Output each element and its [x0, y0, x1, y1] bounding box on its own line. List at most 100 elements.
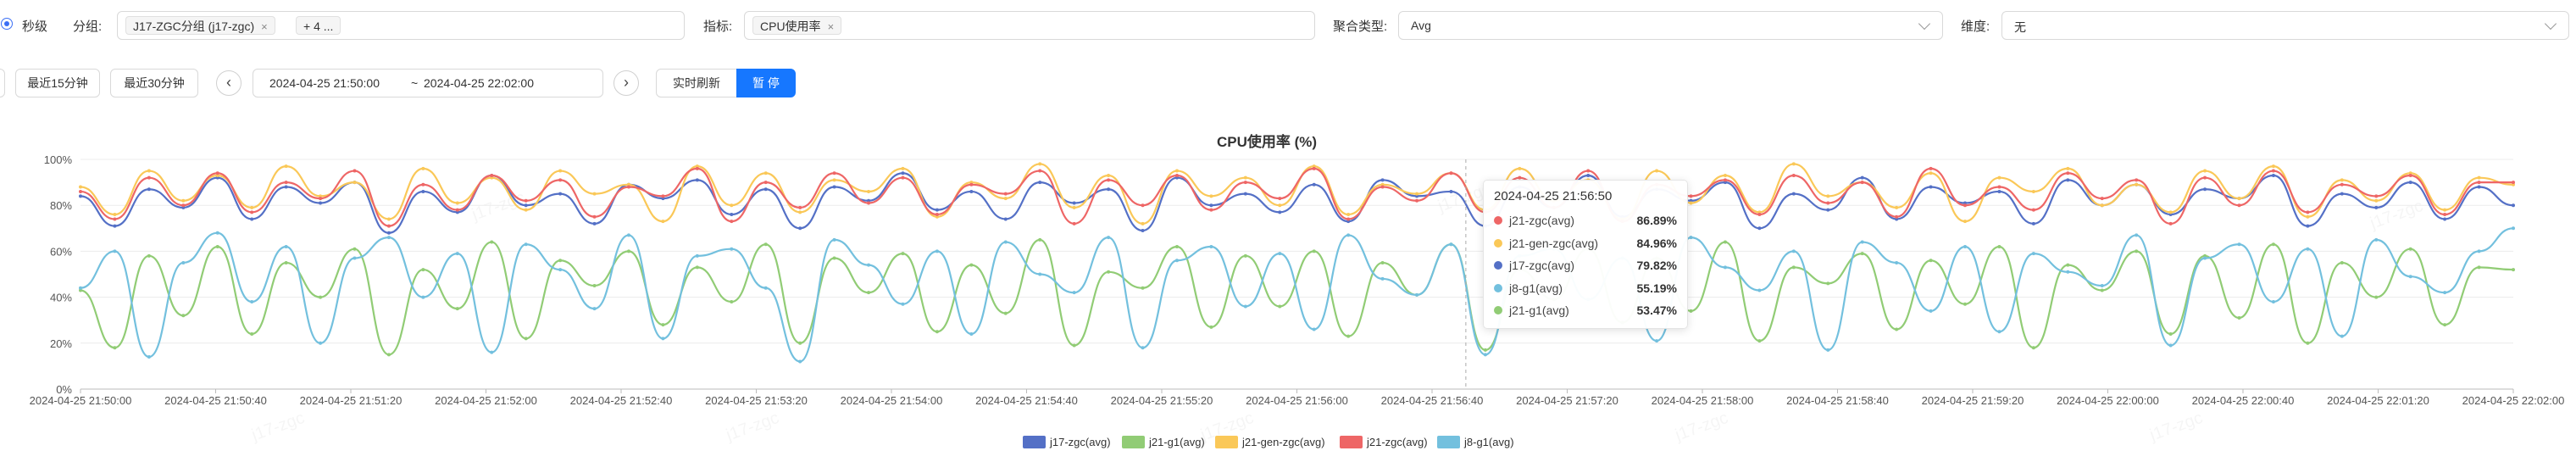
data-point [1791, 192, 1796, 196]
legend-item[interactable]: j21-gen-zgc(avg) [1215, 436, 1325, 449]
data-point [455, 307, 459, 311]
tooltip-row: j17-zgc(avg) 79.82% [1494, 254, 1677, 277]
data-point [113, 346, 117, 350]
data-point [1174, 259, 1179, 263]
agg-select[interactable]: Avg [1398, 11, 1943, 40]
data-point [455, 252, 459, 256]
next-button[interactable]: › [613, 70, 639, 96]
data-point [147, 187, 151, 192]
legend-swatch-icon [1437, 436, 1460, 448]
data-point [353, 247, 357, 251]
data-point [386, 353, 391, 357]
metric-select[interactable]: CPU使用率 × [744, 11, 1315, 40]
x-tick-label: 2024-04-25 22:01:20 [2327, 394, 2429, 407]
x-tick-label: 2024-04-25 21:52:00 [435, 394, 537, 407]
data-point [1174, 169, 1179, 173]
x-tick-label: 2024-04-25 21:56:00 [1246, 394, 1348, 407]
legend-swatch-icon [1023, 436, 1046, 448]
data-point [2271, 164, 2275, 169]
data-point [2271, 300, 2275, 304]
data-point [2408, 173, 2412, 177]
legend-item[interactable]: j8-g1(avg) [1437, 436, 1514, 449]
data-point [832, 237, 836, 242]
legend-item[interactable]: j21-zgc(avg) [1340, 436, 1428, 449]
legend-swatch-icon [1215, 436, 1238, 448]
data-point [661, 194, 665, 198]
y-tick-label: 80% [50, 199, 72, 212]
data-point [1655, 339, 1659, 343]
y-axis: 0% 20% 40% 60% 80% 100% [44, 153, 73, 396]
x-tick-label: 2024-04-25 21:58:40 [1786, 394, 1889, 407]
group-select[interactable]: J17-ZGC分组 (j17-zgc) × + 4 ... [117, 11, 685, 40]
tooltip-series-value: 86.89% [1636, 214, 1677, 227]
data-point [2306, 341, 2310, 345]
data-point [1209, 203, 1213, 208]
granularity-radio[interactable] [1, 18, 13, 30]
legend-label: j8-g1(avg) [1464, 436, 1514, 448]
data-point [1346, 213, 1351, 217]
data-point [284, 185, 288, 189]
data-point [592, 214, 597, 219]
data-point [1826, 281, 1830, 286]
data-point [2477, 181, 2481, 185]
last15-button[interactable]: 最近15分钟 [15, 69, 100, 97]
data-point [2168, 210, 2173, 214]
data-point [1107, 173, 1111, 177]
data-point [2031, 189, 2035, 193]
range-start: 2024-04-25 21:50:00 [269, 76, 380, 90]
data-point [935, 208, 939, 212]
data-point [2203, 187, 2207, 192]
data-point [1038, 237, 1042, 242]
pause-button[interactable]: 暂 停 [736, 69, 796, 97]
data-point [1415, 292, 1419, 297]
last30-button[interactable]: 最近30分钟 [110, 69, 198, 97]
date-range-picker[interactable]: 2024-04-25 21:50:00 ~ 2024-04-25 22:02:0… [253, 69, 603, 97]
x-axis: 2024-04-25 21:50:00 2024-04-25 21:50:40 20… [30, 389, 2564, 407]
group-tag: J17-ZGC分组 (j17-zgc) × [125, 16, 275, 35]
data-point [386, 217, 391, 221]
legend-item[interactable]: j17-zgc(avg) [1023, 436, 1111, 449]
data-point [1929, 166, 1933, 170]
data-point [763, 171, 768, 175]
data-point [1278, 203, 1282, 208]
close-icon[interactable]: × [261, 20, 268, 33]
x-tick-label: 2024-04-25 21:51:20 [300, 394, 402, 407]
data-point [2066, 166, 2070, 170]
realtime-button[interactable]: 实时刷新 [656, 69, 737, 97]
data-point [1072, 221, 1076, 225]
x-tick-label: 2024-04-25 21:53:20 [705, 394, 808, 407]
data-point [798, 226, 802, 231]
prev-button[interactable]: ‹ [216, 70, 242, 96]
data-point [1380, 260, 1385, 264]
data-point [421, 182, 425, 186]
tooltip-series-value: 84.96% [1636, 236, 1677, 250]
data-point [1997, 330, 2001, 334]
dim-select[interactable]: 无 [2001, 11, 2569, 40]
data-point [181, 314, 186, 318]
data-point [867, 291, 871, 295]
data-point [2066, 270, 2070, 274]
y-tick-label: 0% [56, 383, 72, 396]
data-point [2135, 182, 2139, 186]
data-point [2340, 334, 2344, 338]
close-icon[interactable]: × [827, 20, 835, 33]
legend-item[interactable]: j21-g1(avg) [1122, 436, 1205, 449]
data-point [2135, 233, 2139, 237]
data-point [421, 268, 425, 272]
data-point [79, 185, 82, 189]
data-point [2135, 178, 2139, 182]
data-point [215, 231, 219, 235]
data-point [558, 192, 563, 196]
data-point [181, 203, 186, 208]
group-more-tag[interactable]: + 4 ... [296, 16, 341, 35]
tooltip-series-name: j21-g1(avg) [1509, 303, 1569, 317]
data-point [2374, 295, 2379, 299]
y-tick-label: 40% [50, 292, 72, 304]
y-tick-label: 100% [44, 153, 73, 166]
data-point [2100, 284, 2104, 288]
data-point [2237, 197, 2241, 201]
data-point [969, 331, 974, 336]
x-tick-label: 2024-04-25 21:54:40 [975, 394, 1078, 407]
data-point [1209, 194, 1213, 198]
